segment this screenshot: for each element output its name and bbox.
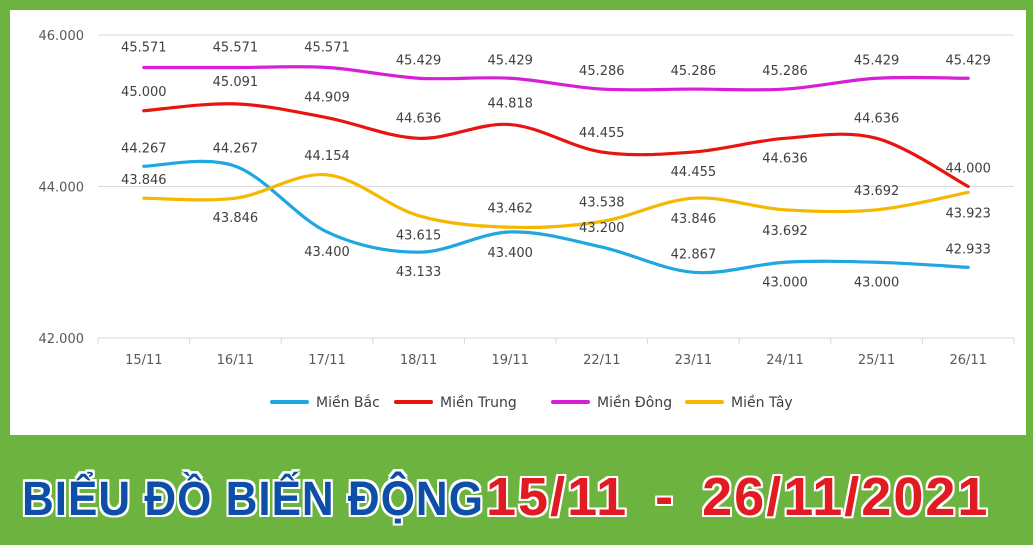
data-label: 45.286 <box>762 64 808 79</box>
data-label: 43.538 <box>579 195 625 210</box>
data-label: 45.429 <box>487 53 533 68</box>
legend-label: Miền Bắc <box>316 394 380 411</box>
data-label: 45.571 <box>213 40 259 55</box>
legend: Miền Bắc Miền Trung Miền Đông Miền Tây <box>270 394 793 411</box>
legend-label: Miền Tây <box>731 394 793 411</box>
data-label: 44.909 <box>304 91 350 106</box>
data-label: 45.429 <box>396 53 442 68</box>
data-label: 45.091 <box>213 75 259 90</box>
data-label: 43.846 <box>671 212 717 227</box>
data-label: 44.455 <box>671 165 717 180</box>
x-tick-label: 16/11 <box>217 353 254 368</box>
data-label: 45.286 <box>671 64 717 79</box>
data-label: 43.133 <box>396 265 442 280</box>
x-axis: 15/11 16/11 17/11 18/11 19/11 22/11 23/11 24/11… <box>97 338 1015 368</box>
x-tick-label: 24/11 <box>766 353 803 368</box>
x-tick-label: 17/11 <box>308 353 345 368</box>
banner: BIỂU ĐỒ BIẾN ĐỘNG 15/11 - 26/11/2021 <box>0 440 1033 545</box>
y-tick-label: 42.000 <box>39 332 85 347</box>
data-label: 43.923 <box>945 206 991 221</box>
series-line-3 <box>142 65 970 92</box>
x-tick-label: 19/11 <box>491 353 528 368</box>
legend-label: Miền Trung <box>440 394 517 411</box>
data-label: 42.933 <box>945 242 991 257</box>
data-label: 44.636 <box>854 111 900 126</box>
data-label-layer: 44.267 44.267 43.400 43.133 43.400 43.200 42.8… <box>121 40 991 290</box>
data-label: 43.692 <box>854 184 900 199</box>
data-label: 44.000 <box>945 162 991 177</box>
series-line-2 <box>142 102 970 189</box>
data-label: 43.000 <box>762 275 808 290</box>
data-label: 43.000 <box>854 275 900 290</box>
series-line-4 <box>142 173 970 230</box>
data-label: 43.692 <box>762 224 808 239</box>
data-label: 43.400 <box>487 246 533 261</box>
y-tick-label: 44.000 <box>39 181 85 196</box>
x-tick-label: 15/11 <box>125 353 162 368</box>
data-label: 44.267 <box>121 141 167 156</box>
data-label: 45.429 <box>945 53 991 68</box>
banner-title: BIỂU ĐỒ BIẾN ĐỘNG <box>22 472 484 526</box>
data-label: 44.455 <box>579 126 625 141</box>
x-tick-label: 18/11 <box>400 353 437 368</box>
data-label: 43.462 <box>487 201 533 216</box>
data-label: 45.286 <box>579 64 625 79</box>
x-tick-label: 22/11 <box>583 353 620 368</box>
data-label: 43.200 <box>579 221 625 236</box>
data-label: 44.154 <box>304 149 350 164</box>
data-label: 42.867 <box>671 247 717 262</box>
data-label: 44.636 <box>396 111 442 126</box>
legend-label: Miền Đông <box>597 394 672 411</box>
data-label: 45.571 <box>121 40 167 55</box>
x-tick-label: 26/11 <box>949 353 986 368</box>
data-label: 45.429 <box>854 53 900 68</box>
y-tick-label: 46.000 <box>39 29 85 44</box>
data-label: 44.267 <box>213 141 259 156</box>
x-tick-label: 25/11 <box>858 353 895 368</box>
chart-panel: 42.000 44.000 46.000 15/11 16/11 17/11 18/11 1… <box>10 10 1026 435</box>
series-line-1 <box>142 159 970 275</box>
data-label: 43.400 <box>304 245 350 260</box>
series-layer <box>142 65 970 275</box>
banner-date-range: 15/11 - 26/11/2021 <box>486 467 990 527</box>
data-label: 43.846 <box>213 211 259 226</box>
data-label: 45.000 <box>121 85 167 100</box>
x-tick-label: 23/11 <box>675 353 712 368</box>
data-label: 44.818 <box>487 97 533 112</box>
data-label: 45.571 <box>304 40 350 55</box>
data-label: 44.636 <box>762 151 808 166</box>
data-label: 43.615 <box>396 229 442 244</box>
data-label: 43.846 <box>121 173 167 188</box>
